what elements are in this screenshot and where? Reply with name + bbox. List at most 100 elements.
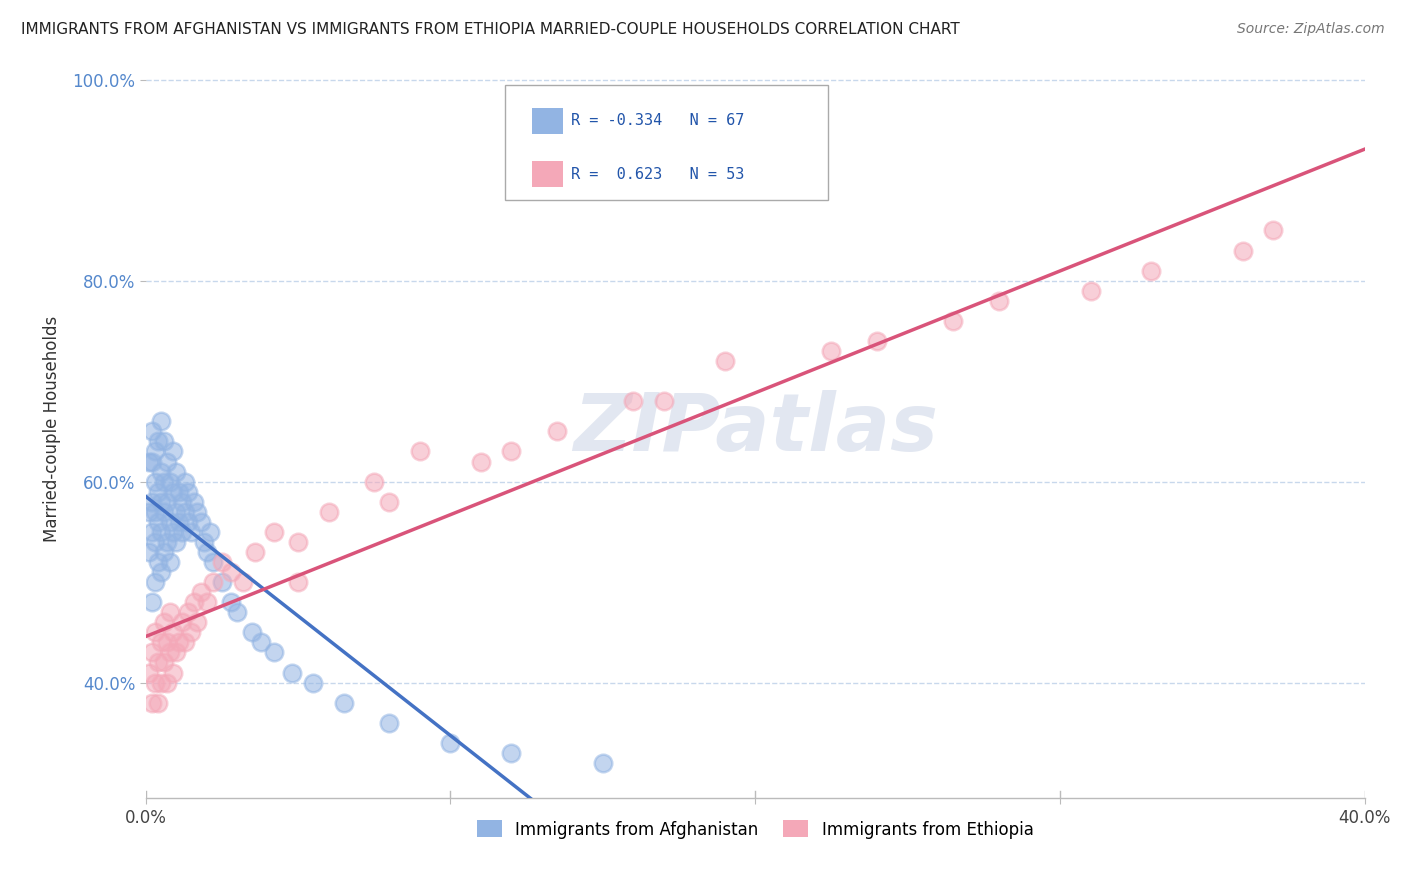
Text: IMMIGRANTS FROM AFGHANISTAN VS IMMIGRANTS FROM ETHIOPIA MARRIED-COUPLE HOUSEHOLD: IMMIGRANTS FROM AFGHANISTAN VS IMMIGRANT… bbox=[21, 22, 960, 37]
Point bbox=[165, 535, 187, 549]
Point bbox=[195, 545, 218, 559]
Point bbox=[470, 454, 492, 468]
Point bbox=[156, 635, 179, 649]
Point bbox=[141, 494, 163, 508]
Point bbox=[201, 555, 224, 569]
Point bbox=[141, 645, 163, 659]
Point bbox=[186, 505, 208, 519]
Point bbox=[172, 524, 194, 539]
Point bbox=[153, 475, 176, 489]
Point bbox=[167, 484, 190, 499]
Point bbox=[143, 575, 166, 590]
Point bbox=[195, 595, 218, 609]
Text: R =  0.623   N = 53: R = 0.623 N = 53 bbox=[571, 167, 745, 182]
Point bbox=[193, 535, 215, 549]
Point bbox=[245, 545, 267, 559]
Point bbox=[141, 425, 163, 439]
Point bbox=[153, 545, 176, 559]
Point bbox=[1140, 263, 1163, 277]
Point bbox=[1232, 244, 1254, 258]
Point bbox=[156, 494, 179, 508]
Point bbox=[409, 444, 432, 458]
Legend: Immigrants from Afghanistan, Immigrants from Ethiopia: Immigrants from Afghanistan, Immigrants … bbox=[470, 814, 1040, 846]
Point bbox=[143, 675, 166, 690]
Point bbox=[146, 555, 169, 569]
Point bbox=[287, 535, 309, 549]
Point bbox=[165, 465, 187, 479]
Point bbox=[177, 605, 200, 619]
Point bbox=[143, 475, 166, 489]
Point bbox=[149, 675, 172, 690]
Point bbox=[172, 494, 194, 508]
Point bbox=[143, 535, 166, 549]
Point bbox=[177, 515, 200, 529]
Point bbox=[159, 475, 181, 489]
Point bbox=[190, 515, 212, 529]
Point bbox=[183, 595, 205, 609]
Point bbox=[149, 465, 172, 479]
Bar bbox=[531, 161, 562, 187]
Point bbox=[186, 615, 208, 630]
Point bbox=[177, 484, 200, 499]
Point bbox=[138, 665, 160, 680]
Point bbox=[146, 484, 169, 499]
Point bbox=[149, 524, 172, 539]
Point bbox=[167, 635, 190, 649]
Point bbox=[1080, 284, 1102, 298]
Point bbox=[240, 625, 263, 640]
Point bbox=[263, 645, 285, 659]
Bar bbox=[531, 108, 562, 134]
Point bbox=[378, 715, 401, 730]
Point bbox=[219, 595, 242, 609]
Point bbox=[156, 454, 179, 468]
Point bbox=[174, 635, 197, 649]
Point bbox=[138, 545, 160, 559]
Point bbox=[439, 736, 461, 750]
Point bbox=[198, 524, 221, 539]
Point bbox=[592, 756, 614, 770]
Point bbox=[713, 354, 735, 368]
Point bbox=[219, 565, 242, 579]
Text: R = -0.334   N = 67: R = -0.334 N = 67 bbox=[571, 113, 745, 128]
Point bbox=[281, 665, 304, 680]
Point bbox=[174, 505, 197, 519]
Point bbox=[153, 505, 176, 519]
Point bbox=[143, 444, 166, 458]
Point bbox=[156, 675, 179, 690]
Point bbox=[167, 515, 190, 529]
Point bbox=[180, 625, 202, 640]
Text: Source: ZipAtlas.com: Source: ZipAtlas.com bbox=[1237, 22, 1385, 37]
Point bbox=[174, 475, 197, 489]
Point bbox=[146, 515, 169, 529]
Point bbox=[162, 625, 184, 640]
Point bbox=[546, 425, 568, 439]
Point bbox=[143, 505, 166, 519]
Point bbox=[153, 615, 176, 630]
Point bbox=[866, 334, 889, 348]
Point bbox=[138, 505, 160, 519]
Point bbox=[162, 665, 184, 680]
Point bbox=[149, 494, 172, 508]
Y-axis label: Married-couple Households: Married-couple Households bbox=[44, 316, 60, 542]
Point bbox=[159, 645, 181, 659]
Point bbox=[149, 635, 172, 649]
Point bbox=[165, 505, 187, 519]
Point bbox=[287, 575, 309, 590]
Point bbox=[363, 475, 385, 489]
Point bbox=[226, 605, 249, 619]
Point bbox=[190, 585, 212, 599]
Point bbox=[1263, 223, 1285, 237]
Point bbox=[232, 575, 254, 590]
Point bbox=[263, 524, 285, 539]
Point bbox=[146, 434, 169, 449]
Point bbox=[180, 524, 202, 539]
Point bbox=[143, 625, 166, 640]
Point bbox=[159, 515, 181, 529]
Point bbox=[211, 575, 233, 590]
Point bbox=[159, 605, 181, 619]
Text: ZIPatlas: ZIPatlas bbox=[572, 390, 938, 468]
Point bbox=[138, 454, 160, 468]
Point bbox=[501, 746, 523, 760]
Point bbox=[501, 444, 523, 458]
Point bbox=[302, 675, 325, 690]
